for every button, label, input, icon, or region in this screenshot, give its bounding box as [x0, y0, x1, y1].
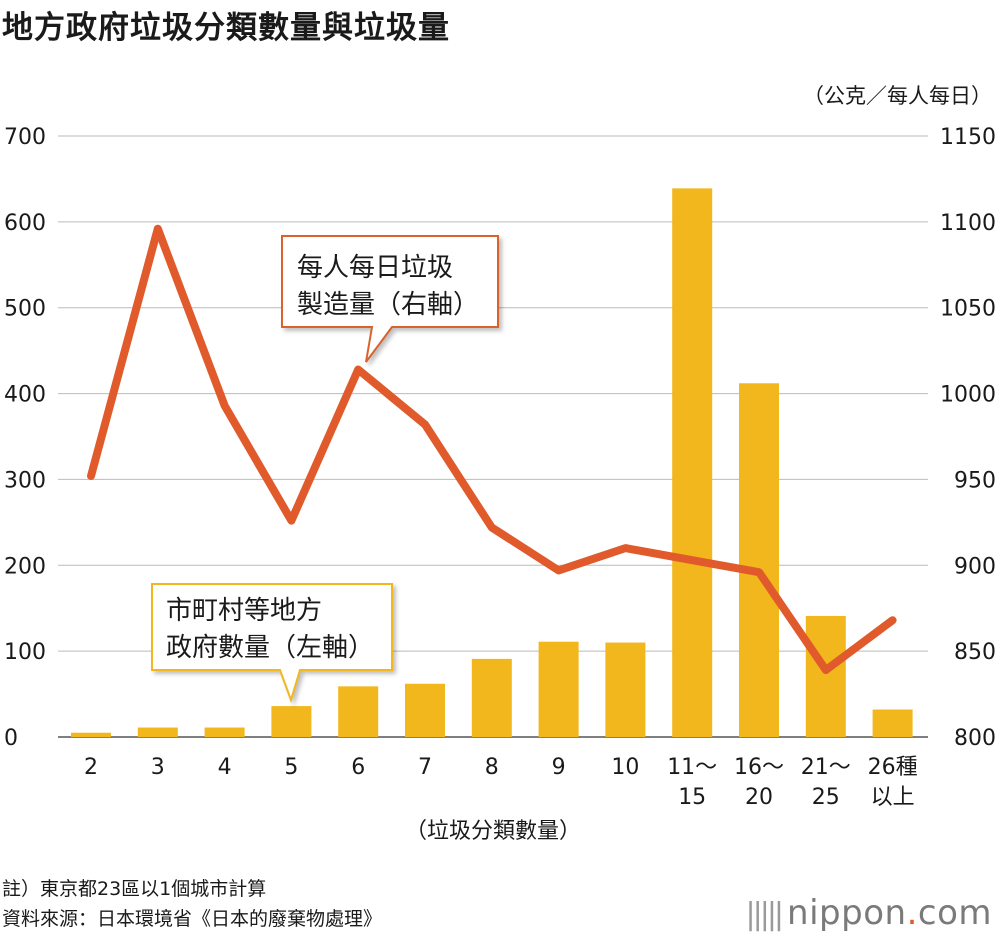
line-point: [89, 473, 93, 478]
left-tick-label: 300: [4, 468, 46, 493]
x-tick-label: 8: [485, 755, 499, 780]
right-tick-label: 850: [954, 640, 996, 665]
bar: [872, 709, 913, 737]
bar: [271, 706, 312, 737]
logo-dot: .: [906, 893, 918, 933]
line-callout-box: [281, 235, 499, 363]
line-point: [623, 546, 628, 551]
left-tick-label: 100: [4, 640, 46, 665]
bar: [471, 658, 512, 737]
line-point: [890, 618, 895, 623]
bar: [538, 641, 579, 737]
line-point: [757, 570, 761, 575]
line-point: [489, 525, 494, 530]
logo-name: nippon: [787, 893, 907, 933]
bar: [71, 732, 111, 737]
x-axis-label: （垃圾分類數量）: [405, 819, 581, 844]
bar: [739, 383, 779, 737]
left-tick-label: 700: [4, 125, 46, 150]
right-tick-label: 800: [954, 726, 996, 751]
bar: [137, 727, 178, 737]
logo-tld: com: [917, 893, 992, 933]
line-point: [823, 668, 828, 673]
line-point: [423, 422, 427, 427]
note-text: 註）東京都23區以1個城市計算: [2, 878, 267, 900]
left-tick-label: 400: [4, 383, 46, 408]
bar-series: [71, 188, 913, 737]
line-callout-text-1: 每人每日垃圾: [297, 253, 453, 283]
x-tick-label: 4: [218, 755, 232, 780]
bar: [672, 188, 713, 737]
x-tick-label: 3: [151, 755, 165, 780]
x-tick-label: 5: [284, 755, 298, 780]
bar: [338, 686, 379, 737]
callouts: 每人每日垃圾 製造量（右軸） 市町村等地方 政府數量（左軸）: [151, 235, 499, 704]
bar-callout-box: [151, 583, 393, 704]
source-text: 資料來源：日本環境省《日本的廢棄物處理》: [2, 908, 383, 930]
right-tick-label: 1000: [940, 383, 996, 408]
line-point: [690, 558, 695, 563]
line-point: [155, 226, 160, 231]
bar: [405, 683, 445, 737]
left-axis-ticks: 0 100 200 300 400 500 600 700: [4, 125, 46, 751]
left-tick-label: 0: [4, 726, 18, 751]
right-tick-label: 950: [954, 468, 996, 493]
x-tick-label: 26種以上: [868, 755, 918, 810]
right-tick-label: 1150: [940, 125, 996, 150]
bar-callout-text-2: 政府數量（左軸）: [166, 633, 374, 663]
line-point: [222, 403, 227, 408]
logo-bars-icon: |||||: [745, 897, 785, 932]
right-axis-unit: （公克／每人每日）: [803, 84, 992, 108]
bar-series-callout: 市町村等地方 政府數量（左軸）: [151, 583, 393, 704]
right-axis-ticks: 800 850 900 950 1000 1050 1100 1150: [940, 125, 996, 751]
left-tick-label: 600: [4, 211, 46, 236]
bar-callout-text-1: 市町村等地方: [166, 596, 322, 626]
left-tick-label: 500: [4, 297, 46, 322]
x-tick-label: 6: [351, 755, 365, 780]
right-tick-label: 900: [954, 554, 996, 579]
x-tick-label: 21～ 25: [801, 755, 851, 810]
x-tick-label: 2: [84, 755, 98, 780]
chart-title: 地方政府垃圾分類數量與垃圾量: [2, 10, 450, 46]
line-point: [356, 367, 361, 372]
right-tick-label: 1050: [940, 297, 996, 322]
x-tick-label: 9: [552, 755, 566, 780]
bar: [805, 615, 846, 737]
x-tick-label: 11～ 15: [667, 755, 717, 810]
x-axis-ticks: 2 3 4 5 6 7 8 9 10 11～ 15 16～ 20 21～ 25 26種以上: [84, 755, 918, 810]
x-tick-label: 16～ 20: [734, 755, 784, 810]
line-point: [289, 518, 294, 523]
x-tick-label: 10: [611, 755, 639, 780]
right-tick-label: 1100: [940, 211, 996, 236]
line-series: [87, 224, 897, 675]
bar: [204, 727, 245, 737]
x-tick-label: 7: [418, 755, 432, 780]
nippon-logo: ||||| nippon.com: [746, 893, 993, 933]
gridlines: [58, 135, 928, 738]
bar: [605, 642, 646, 737]
line-point: [556, 568, 561, 573]
line-series-callout: 每人每日垃圾 製造量（右軸）: [281, 235, 499, 363]
left-tick-label: 200: [4, 554, 46, 579]
line-callout-text-2: 製造量（右軸）: [297, 290, 479, 320]
